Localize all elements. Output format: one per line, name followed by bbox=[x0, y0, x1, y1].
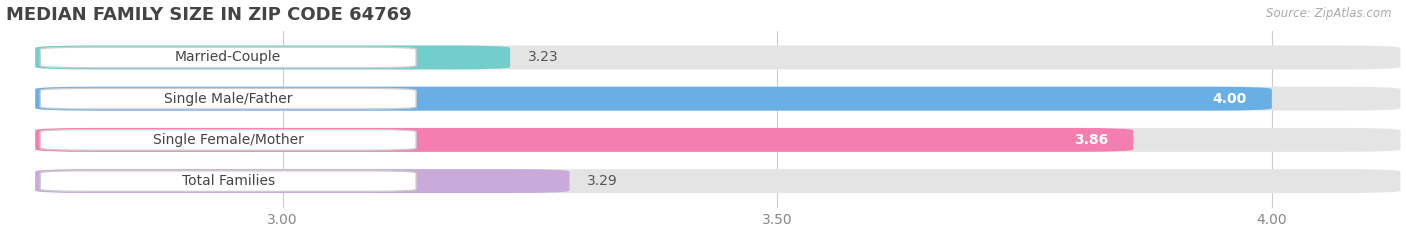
FancyBboxPatch shape bbox=[35, 169, 569, 193]
Text: Married-Couple: Married-Couple bbox=[174, 51, 281, 65]
FancyBboxPatch shape bbox=[41, 171, 416, 191]
Text: 4.00: 4.00 bbox=[1213, 92, 1247, 106]
FancyBboxPatch shape bbox=[35, 45, 1400, 69]
FancyBboxPatch shape bbox=[41, 130, 416, 150]
Text: Single Male/Father: Single Male/Father bbox=[165, 92, 292, 106]
FancyBboxPatch shape bbox=[35, 87, 1400, 111]
Text: Total Families: Total Families bbox=[181, 174, 274, 188]
FancyBboxPatch shape bbox=[35, 128, 1400, 152]
Text: MEDIAN FAMILY SIZE IN ZIP CODE 64769: MEDIAN FAMILY SIZE IN ZIP CODE 64769 bbox=[6, 6, 411, 24]
Text: 3.86: 3.86 bbox=[1074, 133, 1108, 147]
FancyBboxPatch shape bbox=[35, 128, 1133, 152]
FancyBboxPatch shape bbox=[35, 169, 1400, 193]
FancyBboxPatch shape bbox=[35, 45, 510, 69]
FancyBboxPatch shape bbox=[41, 88, 416, 109]
Text: Source: ZipAtlas.com: Source: ZipAtlas.com bbox=[1267, 7, 1392, 20]
Text: 3.23: 3.23 bbox=[527, 51, 558, 65]
Text: Single Female/Mother: Single Female/Mother bbox=[153, 133, 304, 147]
Text: 3.29: 3.29 bbox=[588, 174, 619, 188]
FancyBboxPatch shape bbox=[35, 87, 1272, 111]
FancyBboxPatch shape bbox=[41, 47, 416, 68]
